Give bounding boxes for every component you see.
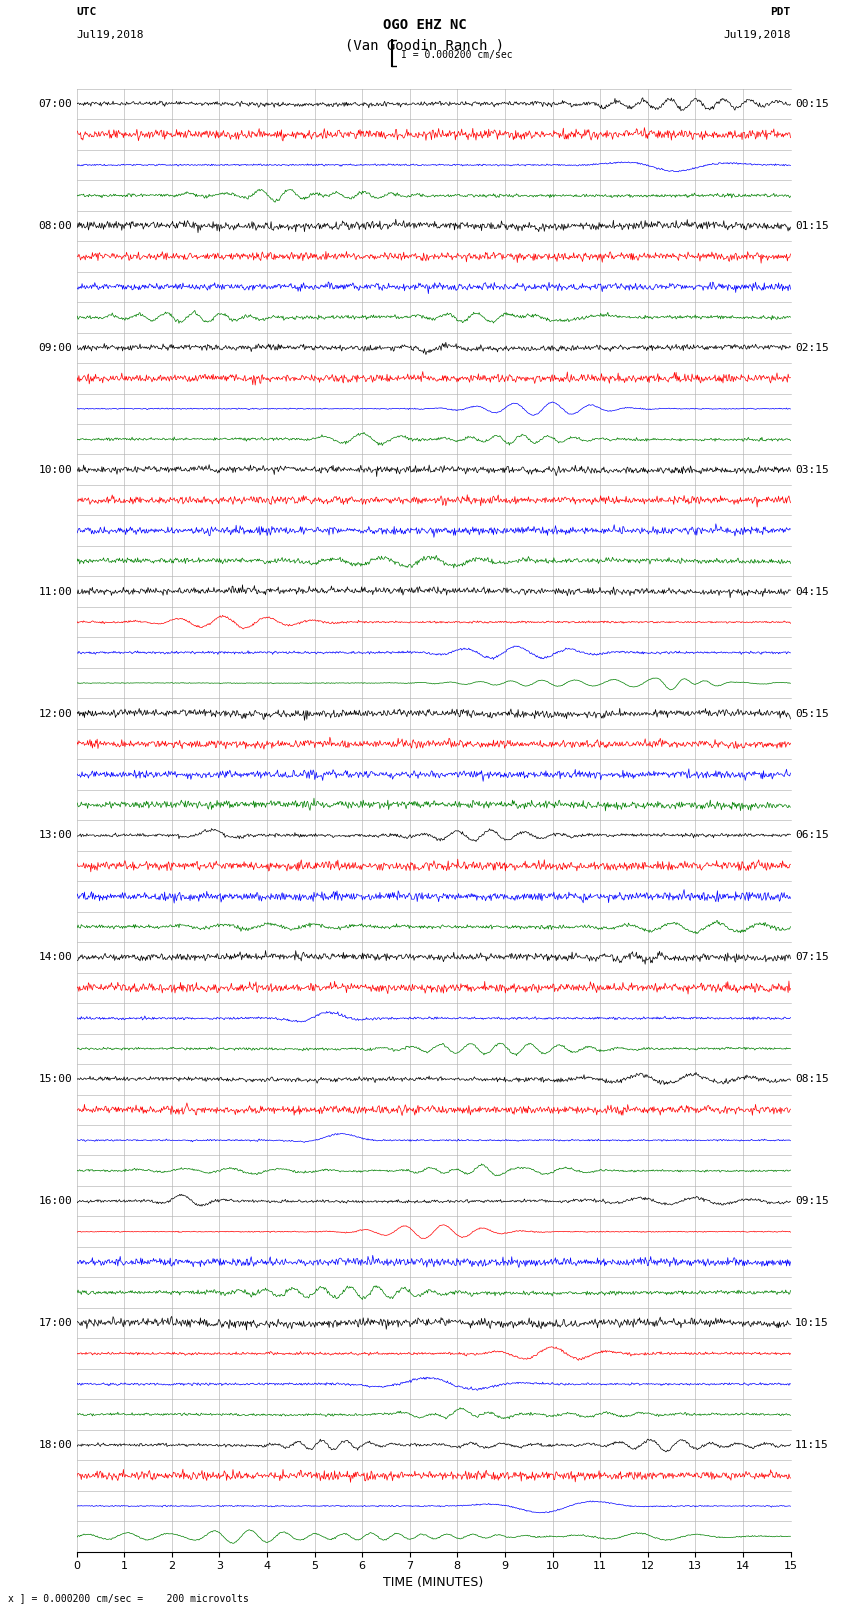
- Text: PDT: PDT: [770, 6, 790, 18]
- Text: 10:15: 10:15: [795, 1318, 829, 1327]
- Text: 03:15: 03:15: [795, 465, 829, 474]
- Text: 04:15: 04:15: [795, 587, 829, 597]
- Text: 01:15: 01:15: [795, 221, 829, 231]
- Text: UTC: UTC: [76, 6, 97, 18]
- Text: 18:00: 18:00: [38, 1440, 72, 1450]
- Text: 08:00: 08:00: [38, 221, 72, 231]
- Text: 17:00: 17:00: [38, 1318, 72, 1327]
- X-axis label: TIME (MINUTES): TIME (MINUTES): [383, 1576, 484, 1589]
- Text: 05:15: 05:15: [795, 708, 829, 718]
- Text: 09:15: 09:15: [795, 1197, 829, 1207]
- Text: 11:15: 11:15: [795, 1440, 829, 1450]
- Text: 08:15: 08:15: [795, 1074, 829, 1084]
- Text: 07:00: 07:00: [38, 98, 72, 110]
- Text: 06:15: 06:15: [795, 831, 829, 840]
- Text: 12:00: 12:00: [38, 708, 72, 718]
- Text: 09:00: 09:00: [38, 344, 72, 353]
- Text: 10:00: 10:00: [38, 465, 72, 474]
- Text: OGO EHZ NC: OGO EHZ NC: [383, 18, 467, 32]
- Text: 11:00: 11:00: [38, 587, 72, 597]
- Text: (Van Goodin Ranch ): (Van Goodin Ranch ): [345, 39, 505, 53]
- Text: 16:00: 16:00: [38, 1197, 72, 1207]
- Text: 14:00: 14:00: [38, 952, 72, 963]
- Text: I = 0.000200 cm/sec: I = 0.000200 cm/sec: [401, 50, 513, 60]
- Text: x ] = 0.000200 cm/sec =    200 microvolts: x ] = 0.000200 cm/sec = 200 microvolts: [8, 1594, 249, 1603]
- Text: 00:15: 00:15: [795, 98, 829, 110]
- Text: 13:00: 13:00: [38, 831, 72, 840]
- Text: Jul19,2018: Jul19,2018: [76, 29, 144, 40]
- Text: Jul19,2018: Jul19,2018: [723, 29, 791, 40]
- Text: 07:15: 07:15: [795, 952, 829, 963]
- Text: 02:15: 02:15: [795, 344, 829, 353]
- Text: 15:00: 15:00: [38, 1074, 72, 1084]
